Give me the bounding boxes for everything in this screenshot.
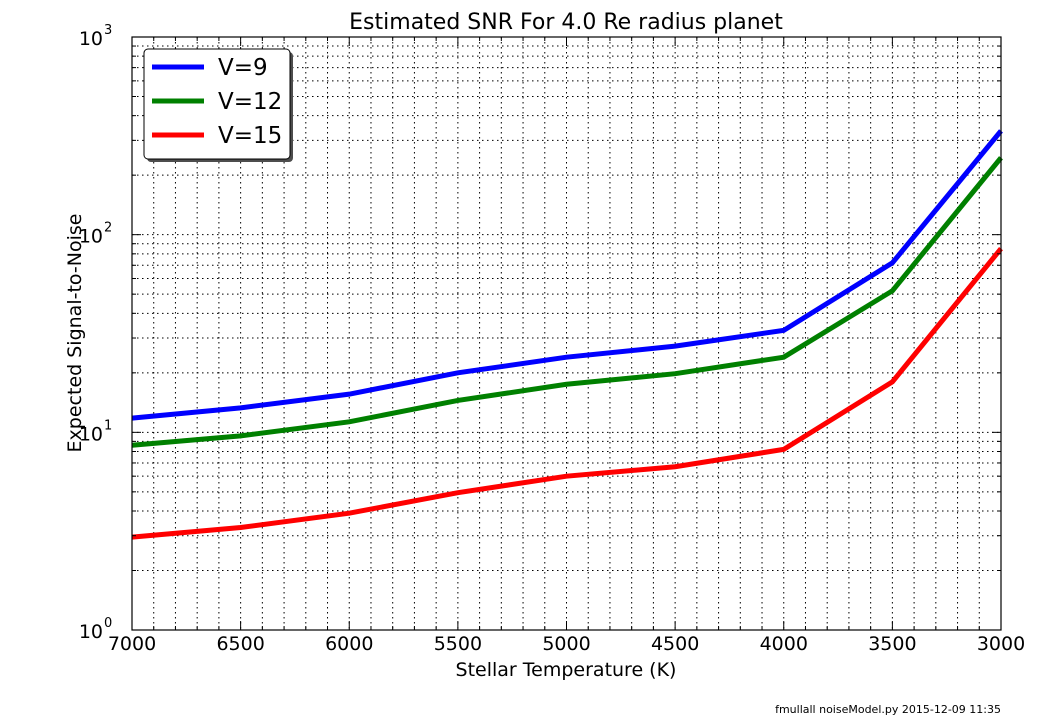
series-line-v-15 <box>131 247 1003 540</box>
series-line-v-12 <box>131 156 1003 448</box>
y-tick-exponent: 1 <box>104 418 112 433</box>
x-tick-label: 5500 <box>434 633 482 655</box>
y-axis-label: Expected Signal-to-Noise <box>64 214 86 453</box>
x-tick-label: 3500 <box>868 633 916 655</box>
chart-title: Estimated SNR For 4.0 Re radius planet <box>349 10 783 35</box>
axis-ticks <box>131 36 1002 631</box>
legend-label: V=12 <box>218 89 282 115</box>
x-tick-label: 6000 <box>325 633 373 655</box>
y-tick-exponent: 3 <box>104 23 112 38</box>
legend-label: V=15 <box>218 123 282 149</box>
x-tick-labels: 7000 6500 6000 5500 5000 4500 4000 3500 3000 <box>108 633 1025 655</box>
x-tick-label: 3000 <box>977 633 1025 655</box>
y-tick-label: 10 <box>79 28 103 50</box>
x-tick-label: 5000 <box>542 633 590 655</box>
footer-note: fmullall noiseModel.py 2015-12-09 11:35 <box>775 703 1001 716</box>
x-tick-label: 7000 <box>108 633 156 655</box>
legend-box <box>143 48 291 160</box>
x-axis-label: Stellar Temperature (K) <box>456 659 677 681</box>
x-tick-label: 6500 <box>216 633 264 655</box>
legend: V=9 V=12 V=15 <box>143 48 293 162</box>
y-tick-label: 10 <box>79 423 103 445</box>
x-tick-label: 4000 <box>760 633 808 655</box>
y-tick-label: 10 <box>79 226 103 248</box>
x-tick-label: 4500 <box>651 633 699 655</box>
y-tick-exponent: 2 <box>104 221 112 236</box>
series-line-v-9 <box>131 129 1003 421</box>
series-lines <box>131 129 1003 540</box>
legend-label: V=9 <box>218 55 268 81</box>
y-tick-exponent: 0 <box>104 616 112 631</box>
y-tick-label: 10 <box>79 621 103 643</box>
